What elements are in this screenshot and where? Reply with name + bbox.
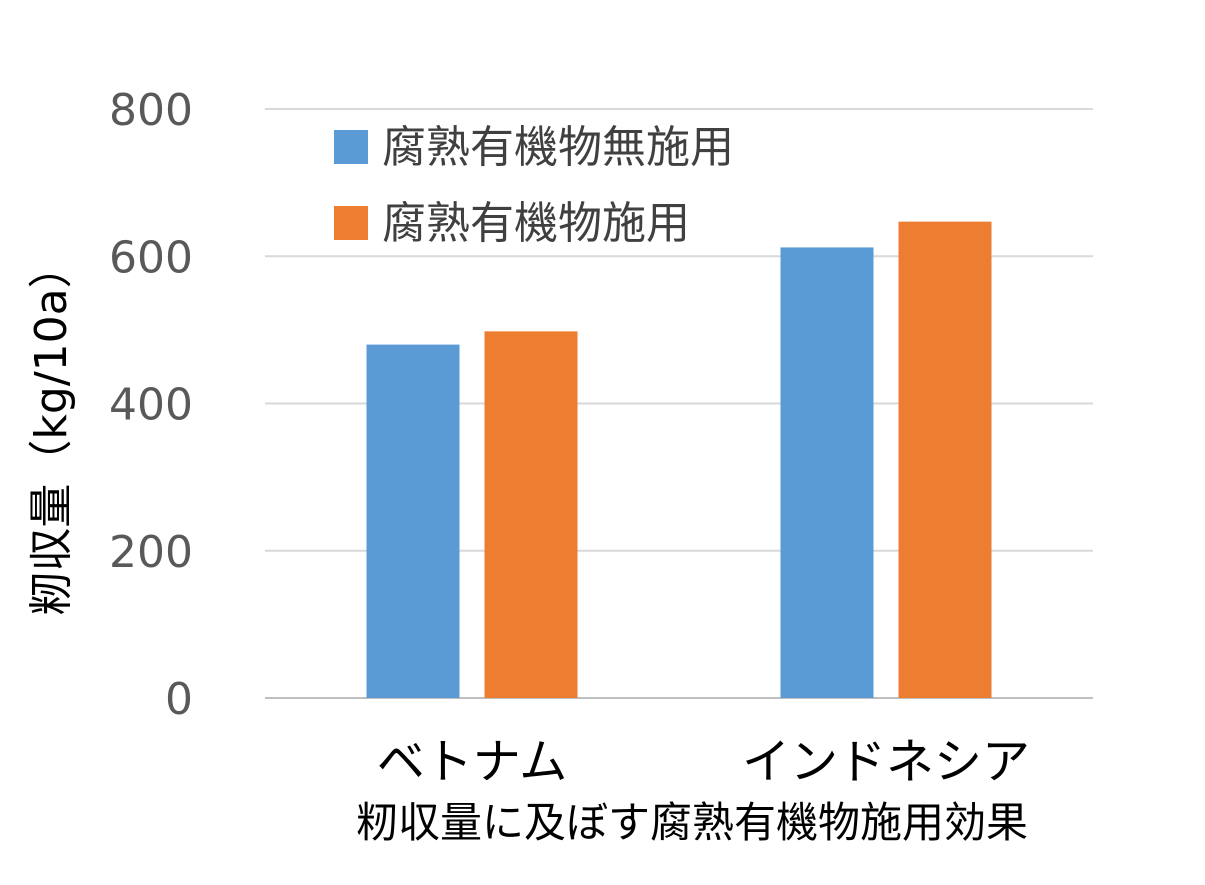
y-tick-label: 200	[109, 527, 193, 578]
y-tick-label: 800	[109, 85, 193, 136]
category-labels: ベトナム インドネシア	[377, 734, 1030, 790]
bar-2-1	[780, 247, 874, 699]
legend-label-1: 腐熟有機物無施用	[382, 122, 734, 173]
bars	[366, 221, 992, 699]
category-label: ベトナム	[377, 734, 568, 790]
legend-swatch-1	[334, 130, 368, 164]
y-tick-label: 0	[165, 674, 193, 725]
bar-2-2	[898, 221, 992, 699]
legend-label-2: 腐熟有機物施用	[382, 198, 690, 249]
y-axis-label: 籾収量（kg/10a）	[26, 244, 77, 615]
bar-1-1	[366, 344, 460, 698]
bar-1-2	[484, 331, 578, 698]
y-tick-label: 600	[109, 232, 193, 283]
y-tick-label: 400	[109, 380, 193, 431]
chart-title: 籾収量に及ぼす腐熟有機物施用効果	[356, 798, 1028, 847]
y-tick-labels: 0 200 400 600 800	[109, 85, 193, 725]
legend-swatch-2	[334, 206, 368, 240]
category-label: インドネシア	[742, 734, 1030, 790]
